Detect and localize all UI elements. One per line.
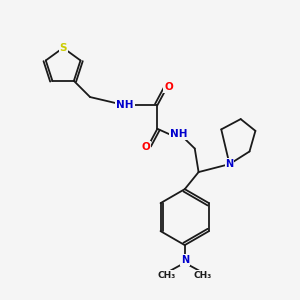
Text: CH₃: CH₃ <box>158 271 175 280</box>
Text: O: O <box>164 82 173 92</box>
Text: NH: NH <box>170 129 187 140</box>
Text: O: O <box>142 142 151 152</box>
Text: CH₃: CH₃ <box>194 271 212 280</box>
Text: S: S <box>59 43 67 53</box>
Text: NH: NH <box>116 100 134 110</box>
Text: N: N <box>181 255 189 265</box>
Text: N: N <box>225 159 234 169</box>
